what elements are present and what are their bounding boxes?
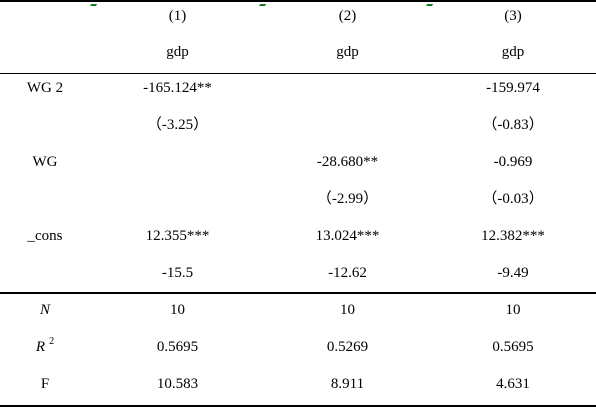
tstat-wg-col1 [90, 188, 265, 210]
coef-wg-col2: -28.680** [316, 154, 379, 170]
stat-label-n: N [39, 302, 50, 318]
stat-r2-col3: 0.5695 [492, 339, 534, 355]
stat-f-col3: 4.631 [496, 376, 530, 392]
tstat-cons-col2: -12.62 [328, 265, 367, 281]
stat-n-col2: 10 [340, 302, 355, 318]
tstat-cons-col1: -15.5 [161, 265, 194, 281]
coef-wg-col1 [90, 151, 265, 173]
stat-n-col1: 10 [170, 302, 185, 318]
row-label-wg: WG [32, 154, 58, 170]
bottom-rule [0, 405, 596, 407]
coef-cons-col3: 12.382*** [481, 228, 545, 244]
column-number-3: (3) [504, 8, 522, 24]
stat-f-col2: 8.911 [330, 376, 365, 392]
dependent-variable-1: gdp [166, 44, 189, 60]
column-number-2: (2) [338, 8, 357, 24]
tstat-wg2-col1: （-3.25） [146, 117, 209, 133]
tstat-wg2-col3: （-0.83） [482, 117, 544, 133]
header-rule [0, 73, 596, 74]
tstat-wg-col3: （-0.03） [482, 191, 544, 207]
coef-wg-col3: -0.969 [493, 154, 533, 170]
coef-wg2-col3: -159.974 [486, 80, 540, 96]
tstat-cons-col3: -9.49 [497, 265, 529, 281]
top-rule [0, 0, 596, 2]
coef-cons-col1: 12.355*** [145, 228, 210, 244]
stat-f-col1: 10.583 [156, 376, 199, 392]
coef-wg2-col2 [265, 77, 430, 99]
coef-wg2-col1: -165.124** [143, 80, 212, 96]
row-label-cons: _cons [27, 228, 63, 244]
row-label-wg2: WG 2 [26, 80, 64, 96]
dependent-variable-2: gdp [336, 44, 359, 60]
stat-r2-col1: 0.5695 [156, 339, 199, 355]
tstat-wg2-col2 [265, 114, 430, 136]
stats-rule [0, 292, 596, 294]
stat-label-f: F [40, 376, 50, 392]
stat-n-col3: 10 [505, 302, 521, 318]
tstat-wg-col2: （-2.99） [316, 191, 379, 207]
dependent-variable-3: gdp [501, 44, 525, 60]
stat-r2-col2: 0.5269 [326, 339, 369, 355]
column-number-1: (1) [168, 8, 187, 24]
r2-superscript: 2 [49, 336, 55, 347]
r2-letter: R [35, 339, 46, 355]
coef-cons-col2: 13.024*** [315, 228, 380, 244]
